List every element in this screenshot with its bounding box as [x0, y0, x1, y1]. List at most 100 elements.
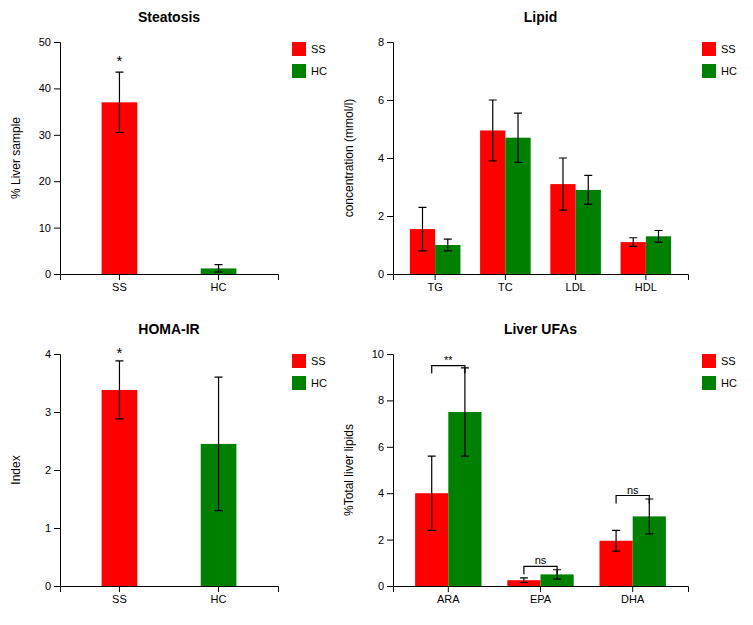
tick-mark [54, 135, 60, 136]
tick-label: 2 [45, 464, 51, 476]
tick-mark [54, 354, 60, 355]
error-bar [655, 231, 663, 243]
tick-mark [54, 88, 60, 89]
error-bar [115, 361, 123, 419]
error-bar [115, 72, 123, 132]
tick: 1 [45, 522, 60, 534]
tick-label: 40 [39, 82, 51, 94]
annotation: ** [444, 354, 453, 366]
tick: 4 [45, 348, 60, 360]
tick-label: 6 [378, 441, 384, 453]
annotation: * [117, 52, 123, 69]
legend-entry: HC [311, 65, 327, 77]
tick-mark [387, 540, 393, 541]
tick-mark [540, 586, 541, 592]
tick: 8 [378, 36, 393, 48]
tick-label: 10 [372, 348, 384, 360]
tick-mark [435, 274, 436, 280]
axis-line [387, 43, 394, 275]
tick-mark [387, 447, 393, 448]
tick-label: 4 [45, 348, 51, 360]
axis-line [61, 275, 279, 281]
tick-mark [54, 528, 60, 529]
tick-mark [387, 354, 393, 355]
legend-swatch [292, 376, 306, 390]
legend-swatch [702, 354, 716, 368]
tick-label: 10 [39, 222, 51, 234]
legend-entry: SS [311, 355, 326, 367]
x-axis: SSHC [61, 274, 279, 293]
tick: SS [112, 586, 127, 605]
tick: HDL [635, 274, 657, 293]
axis-line [61, 587, 279, 593]
tick-label: LDL [566, 281, 586, 293]
tick-label: 0 [378, 268, 384, 280]
error-bar [645, 499, 653, 534]
tick-mark [387, 42, 393, 43]
legend-swatch [292, 64, 306, 78]
tick-label: 2 [378, 210, 384, 222]
annotation: ns [627, 484, 639, 496]
tick-label: 3 [45, 406, 51, 418]
panel: 02468TGTCLDLHDLLipidconcentration (mmol/… [342, 9, 737, 293]
tick-mark [632, 586, 633, 592]
tick: TG [428, 274, 443, 293]
tick: 30 [39, 129, 60, 141]
tick-mark [119, 274, 120, 280]
axis-line [387, 355, 394, 587]
tick-label: 4 [378, 152, 384, 164]
panel: 01020304050SSHCSteatosis% Liver sample*S… [9, 9, 327, 293]
tick: 8 [378, 394, 393, 406]
tick-label: TG [428, 281, 443, 293]
tick: ARA [437, 586, 460, 605]
tick: 2 [45, 464, 60, 476]
tick: 50 [39, 36, 60, 48]
tick: 0 [378, 580, 393, 592]
tick-mark [54, 470, 60, 471]
legend-entry: SS [311, 43, 326, 55]
tick: HC [211, 586, 227, 605]
legend-entry: HC [311, 377, 327, 389]
tick: 3 [45, 406, 60, 418]
axis-title: Index [9, 455, 23, 484]
legend-swatch [702, 64, 716, 78]
tick-mark [387, 586, 393, 587]
tick-mark [54, 228, 60, 229]
tick-mark [387, 400, 393, 401]
tick-label: 4 [378, 487, 384, 499]
y-axis: 02468 [378, 36, 394, 280]
error-bar [461, 368, 469, 456]
legend-entry: HC [721, 377, 737, 389]
legend: SSHC [702, 42, 737, 78]
tick-mark [387, 100, 393, 101]
tick-mark [54, 42, 60, 43]
x-axis: TGTCLDLHDL [394, 274, 689, 293]
tick: 10 [372, 348, 393, 360]
tick-mark [218, 274, 219, 280]
tick-mark [387, 493, 393, 494]
plot-area [410, 100, 671, 274]
figure: 01020304050SSHCSteatosis% Liver sample*S… [0, 0, 753, 625]
title: HOMA-IR [138, 321, 199, 337]
tick-label: SS [112, 593, 127, 605]
tick-mark [387, 274, 393, 275]
tick-label: EPA [530, 593, 552, 605]
tick-mark [218, 586, 219, 592]
tick: 0 [45, 580, 60, 592]
annotation: * [117, 344, 123, 361]
plot-area [102, 361, 237, 586]
tick-mark [119, 586, 120, 592]
error-bar [559, 158, 567, 210]
tick-label: 20 [39, 175, 51, 187]
tick: 2 [378, 534, 393, 546]
error-bar [629, 238, 637, 247]
x-axis: ARA EPA DHA [394, 586, 689, 605]
error-bar [215, 265, 223, 272]
bracket [432, 366, 465, 374]
tick-label: 0 [45, 580, 51, 592]
plot-area [415, 368, 666, 586]
bracket [524, 566, 557, 574]
error-bar [444, 239, 452, 251]
tick-label: DHA [621, 593, 645, 605]
legend-entry: SS [721, 43, 736, 55]
